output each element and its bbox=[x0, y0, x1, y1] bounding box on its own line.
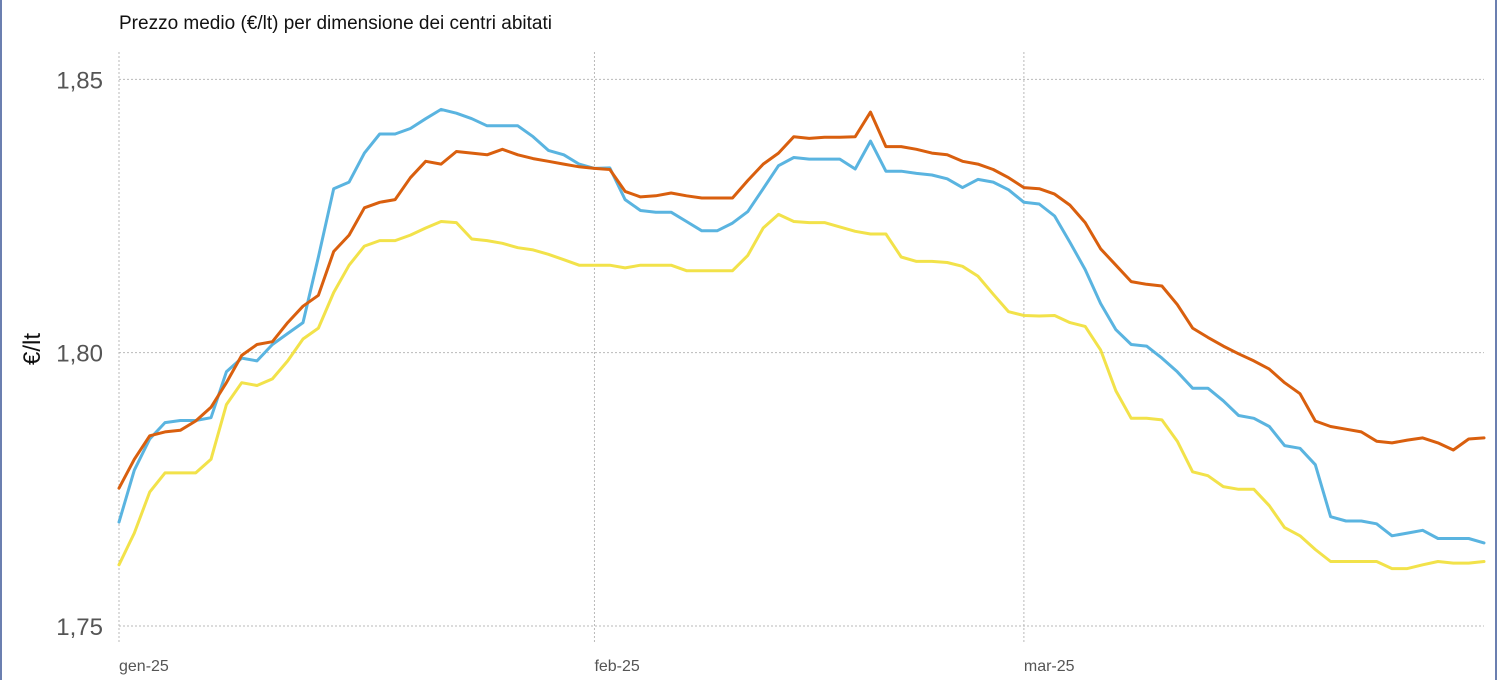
grid-layer bbox=[118, 52, 1484, 642]
y-tick-labels: 1,75 1,80 1,85 bbox=[56, 67, 103, 641]
series-layer bbox=[117, 107, 1486, 571]
y-axis-label: €/lt bbox=[19, 333, 46, 365]
x-tick-label: feb-25 bbox=[594, 658, 639, 675]
x-tick-label: mar-25 bbox=[1024, 658, 1075, 675]
y-tick-label: 1,85 bbox=[56, 67, 103, 94]
window-frame-right bbox=[1495, 0, 1497, 680]
series-line-1 bbox=[117, 107, 1486, 545]
series-line-0 bbox=[117, 110, 1486, 490]
x-tick-labels: gen-25 feb-25 mar-25 bbox=[119, 658, 1075, 675]
window-frame-left bbox=[0, 0, 2, 680]
series-line-2 bbox=[117, 212, 1486, 571]
chart-title: Prezzo medio (€/lt) per dimensione dei c… bbox=[119, 13, 552, 34]
y-tick-label: 1,75 bbox=[56, 614, 103, 641]
y-tick-label: 1,80 bbox=[56, 341, 103, 368]
x-tick-label: gen-25 bbox=[119, 658, 169, 675]
